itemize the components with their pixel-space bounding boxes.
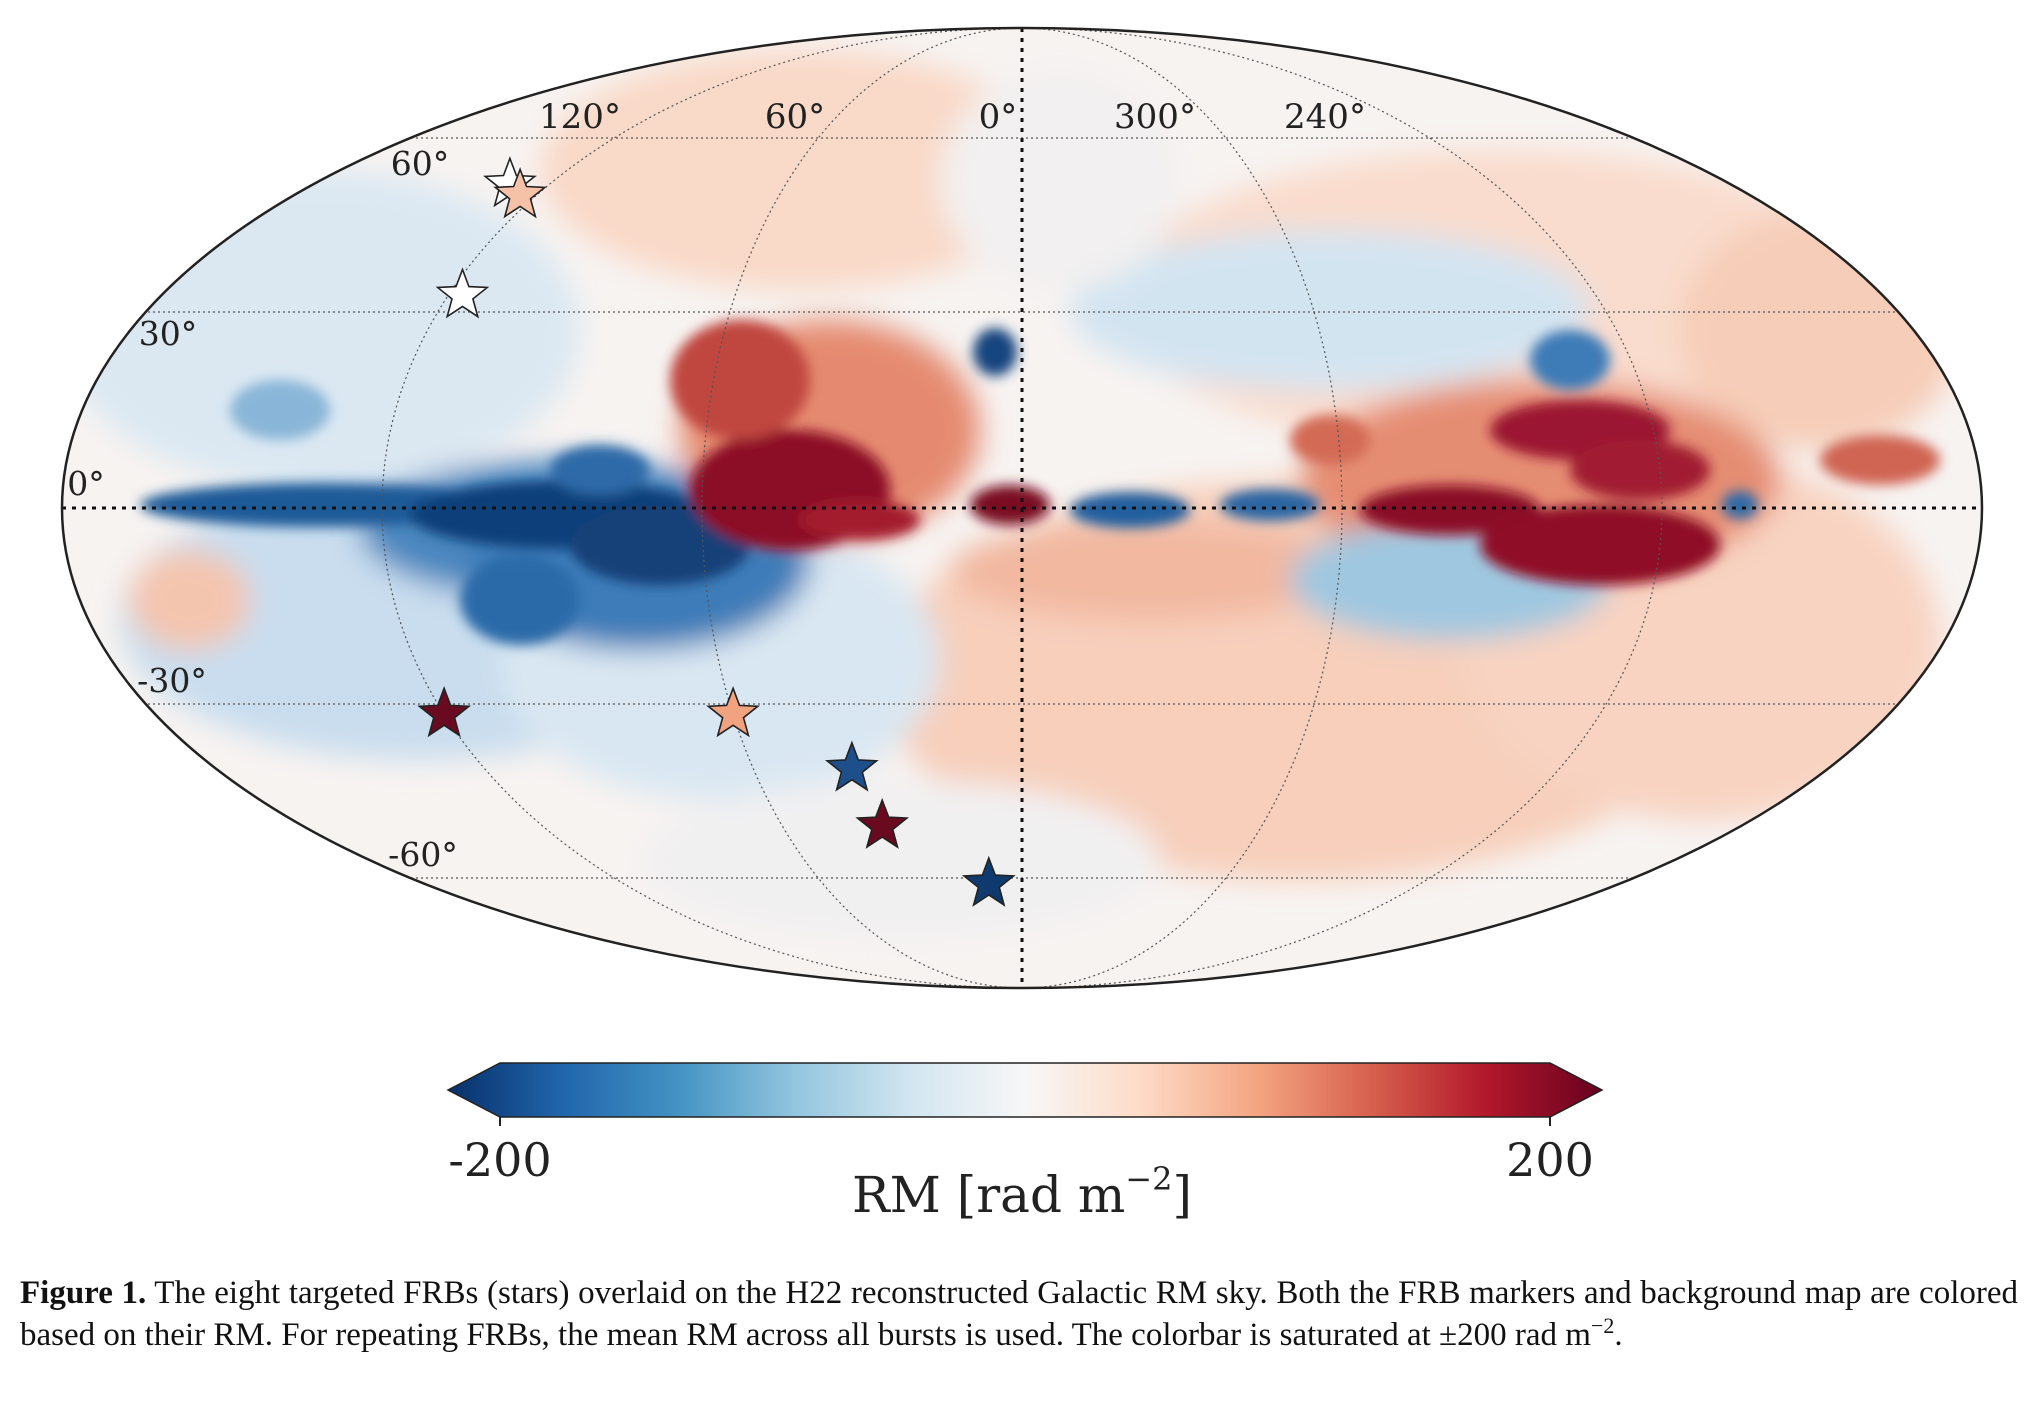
latitude-label: -60°: [388, 835, 458, 874]
colorbar-body: [446, 1062, 1604, 1118]
frb-star-marker: [961, 855, 1016, 907]
longitude-label: 60°: [765, 97, 825, 137]
longitude-labels: 120° 60° 0° 300° 240°: [539, 97, 1366, 137]
frb-star-marker: [435, 267, 490, 319]
galactic-plane-structures: [140, 320, 1940, 645]
caption-end: .: [1614, 1317, 1623, 1353]
rm-sky-map-figure: 120° 60° 0° 300° 240° 60° 30° 0° -30° -6…: [60, 26, 1984, 1224]
frb-star-marker: [824, 740, 879, 792]
colorbar: -200 200 RM [rad m−2]: [446, 1062, 1604, 1224]
longitude-label: 0°: [979, 97, 1018, 137]
equator-and-meridian: [62, 28, 1982, 988]
colorbar-axis-label: RM [rad m−2]: [852, 1160, 1192, 1224]
frb-markers: [417, 156, 1016, 907]
latitude-label: 30°: [139, 314, 198, 353]
latitude-labels: 60° 30° 0° -30° -60°: [67, 144, 458, 874]
caption-exponent: −2: [1590, 1313, 1615, 1338]
colorbar-max-label: 200: [1506, 1133, 1594, 1187]
sky-map: [62, 28, 1982, 988]
caption-text: The eight targeted FRBs (stars) overlaid…: [20, 1275, 2018, 1353]
latitude-label: -30°: [137, 661, 207, 700]
figure-caption: Figure 1. The eight targeted FRBs (stars…: [20, 1272, 2018, 1356]
frb-star-marker: [417, 686, 472, 738]
map-outline: [60, 26, 1984, 990]
frb-star-marker: [493, 167, 547, 219]
frb-star-marker: [855, 797, 910, 849]
figure-label: Figure 1.: [20, 1275, 147, 1311]
longitude-label: 120°: [539, 97, 621, 137]
latitude-label: 0°: [67, 464, 105, 503]
longitude-label: 240°: [1284, 97, 1366, 137]
longitude-label: 300°: [1114, 97, 1196, 137]
frb-star-marker: [706, 686, 760, 738]
colorbar-min-label: -200: [448, 1133, 551, 1187]
latitude-label: 60°: [391, 144, 450, 183]
